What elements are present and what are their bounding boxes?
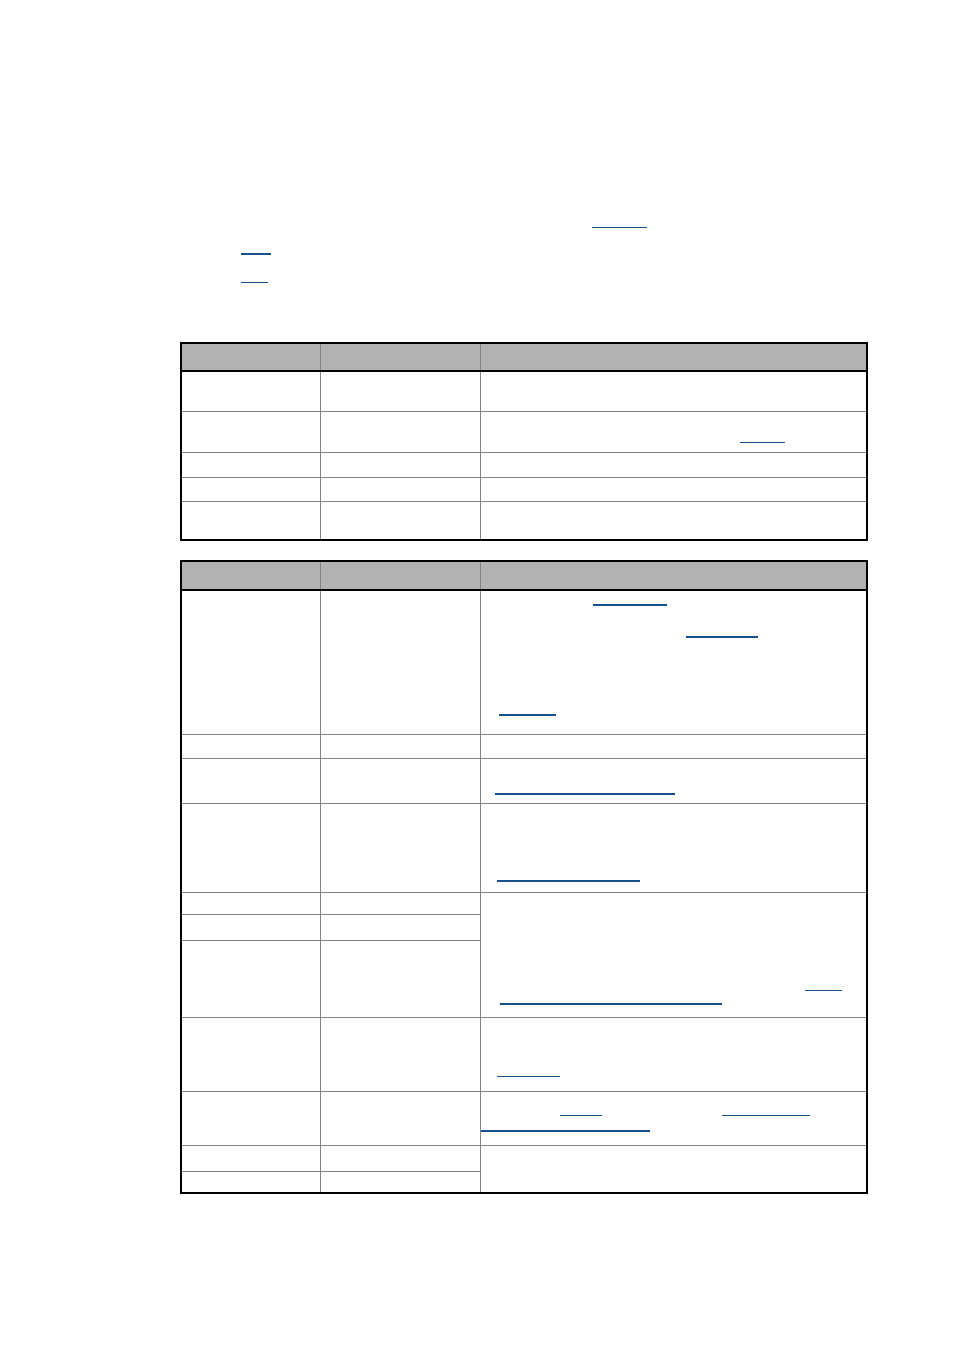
table-2-cell-r4-c1 [180, 803, 321, 893]
table-2-cell-r2-c2 [320, 734, 481, 759]
table-2-row-10 [180, 1145, 868, 1194]
table-2-row-1 [180, 589, 868, 735]
intro-inline-link[interactable] [592, 227, 647, 228]
table2-row8-link[interactable] [497, 1076, 560, 1077]
table-1-cell-r2-c2 [320, 411, 481, 453]
table-2-row-6 [180, 914, 867, 941]
table2-row1-link-1[interactable] [593, 604, 667, 606]
table-2-cell-r1-c1 [180, 589, 321, 735]
table-2-cell-r6-c1 [180, 914, 321, 941]
table-1-cell-r2-c3 [480, 411, 868, 453]
table-2-cell-r5-c3 [480, 892, 868, 1018]
table-1-header-cell-1 [180, 342, 321, 372]
table-2-row-9 [180, 1091, 868, 1146]
table-2-cell-r9-c3 [480, 1091, 868, 1146]
table-2-header-cell-3 [480, 560, 868, 591]
table-2-cell-r7-c1 [180, 940, 321, 1018]
table-1-cell-r1-c2 [320, 370, 481, 412]
table-1-row-2 [180, 411, 868, 453]
table-1-cell-r3-c1 [180, 452, 321, 478]
table-1-row-3 [180, 452, 868, 478]
table-2-cell-r9-c1 [180, 1091, 321, 1146]
table2-row1-link-2[interactable] [686, 636, 758, 638]
table-1-cell-r3-c2 [320, 452, 481, 478]
table2-row9-link-3[interactable] [481, 1130, 650, 1132]
table-2 [180, 560, 868, 1194]
table-2-cell-r8-c1 [180, 1017, 321, 1092]
table-2-cell-r8-c2 [320, 1017, 481, 1092]
table2-merged-cell-link-2[interactable] [500, 1003, 722, 1005]
table-2-row-4 [180, 803, 868, 893]
table-2-cell-r8-c3 [480, 1017, 868, 1092]
table-1-cell-r4-c2 [320, 477, 481, 502]
table-1-cell-r1-c3 [480, 370, 868, 412]
table2-row9-link-1[interactable] [560, 1115, 602, 1116]
table-2-cell-r4-c2 [320, 803, 481, 893]
table-1-cell-r4-c1 [180, 477, 321, 502]
table-2-cell-r5-c2 [320, 892, 481, 915]
table-2-row-11 [180, 1171, 867, 1194]
table-2-cell-r11-c1 [180, 1171, 321, 1194]
table-2-cell-r3-c3 [480, 758, 868, 804]
table-1-cell-r5-c1 [180, 501, 321, 541]
intro-list-link-2[interactable] [241, 282, 268, 283]
table-2-row-8 [180, 1017, 868, 1092]
table-1-cell-r4-c3 [480, 477, 868, 502]
table-2-cell-r3-c1 [180, 758, 321, 804]
table2-row4-link[interactable] [497, 880, 640, 882]
table-2-header-row [180, 560, 868, 591]
table-2-cell-r6-c2 [320, 914, 481, 941]
table2-row9-link-2[interactable] [722, 1115, 810, 1116]
table-1-row-5 [180, 501, 868, 541]
table-1-cell-r3-c3 [480, 452, 868, 478]
table-2-cell-r10-c2 [320, 1145, 481, 1172]
table-2-cell-r5-c1 [180, 892, 321, 915]
table-2-cell-r3-c2 [320, 758, 481, 804]
table-1-header-cell-3 [480, 342, 868, 372]
table-1-header-cell-2 [320, 342, 481, 372]
intro-list-link-1[interactable] [241, 253, 271, 255]
table-2-row-3 [180, 758, 868, 804]
table-1 [180, 342, 868, 541]
table-2-cell-r10-c3 [480, 1145, 868, 1194]
table-2-cell-r10-c1 [180, 1145, 321, 1172]
table-1-cell-r2-c1 [180, 411, 321, 453]
table-1-cell-r5-c2 [320, 501, 481, 541]
table-2-cell-r11-c2 [320, 1171, 481, 1194]
table-2-header-cell-1 [180, 560, 321, 591]
table-2-cell-r2-c3 [480, 734, 868, 759]
table-2-row-7 [180, 940, 867, 1018]
table-2-cell-r9-c2 [320, 1091, 481, 1146]
table-1-row-1 [180, 370, 868, 412]
table2-merged-cell-link-1[interactable] [805, 990, 842, 991]
table-2-cell-r7-c2 [320, 940, 481, 1018]
table-2-row-5 [180, 892, 868, 1018]
table2-row3-link[interactable] [495, 793, 675, 795]
table-1-row-4 [180, 477, 868, 502]
table-1-cell-r1-c1 [180, 370, 321, 412]
table2-row1-link-3[interactable] [499, 714, 556, 716]
table1-row2-link[interactable] [740, 442, 785, 443]
table-2-cell-r1-c3 [480, 589, 868, 735]
table-2-cell-r1-c2 [320, 589, 481, 735]
table-1-cell-r5-c3 [480, 501, 868, 541]
table-2-row-2 [180, 734, 868, 759]
table-2-cell-r2-c1 [180, 734, 321, 759]
table-2-cell-r4-c3 [480, 803, 868, 893]
table-2-header-cell-2 [320, 560, 481, 591]
table-1-header-row [180, 342, 868, 372]
